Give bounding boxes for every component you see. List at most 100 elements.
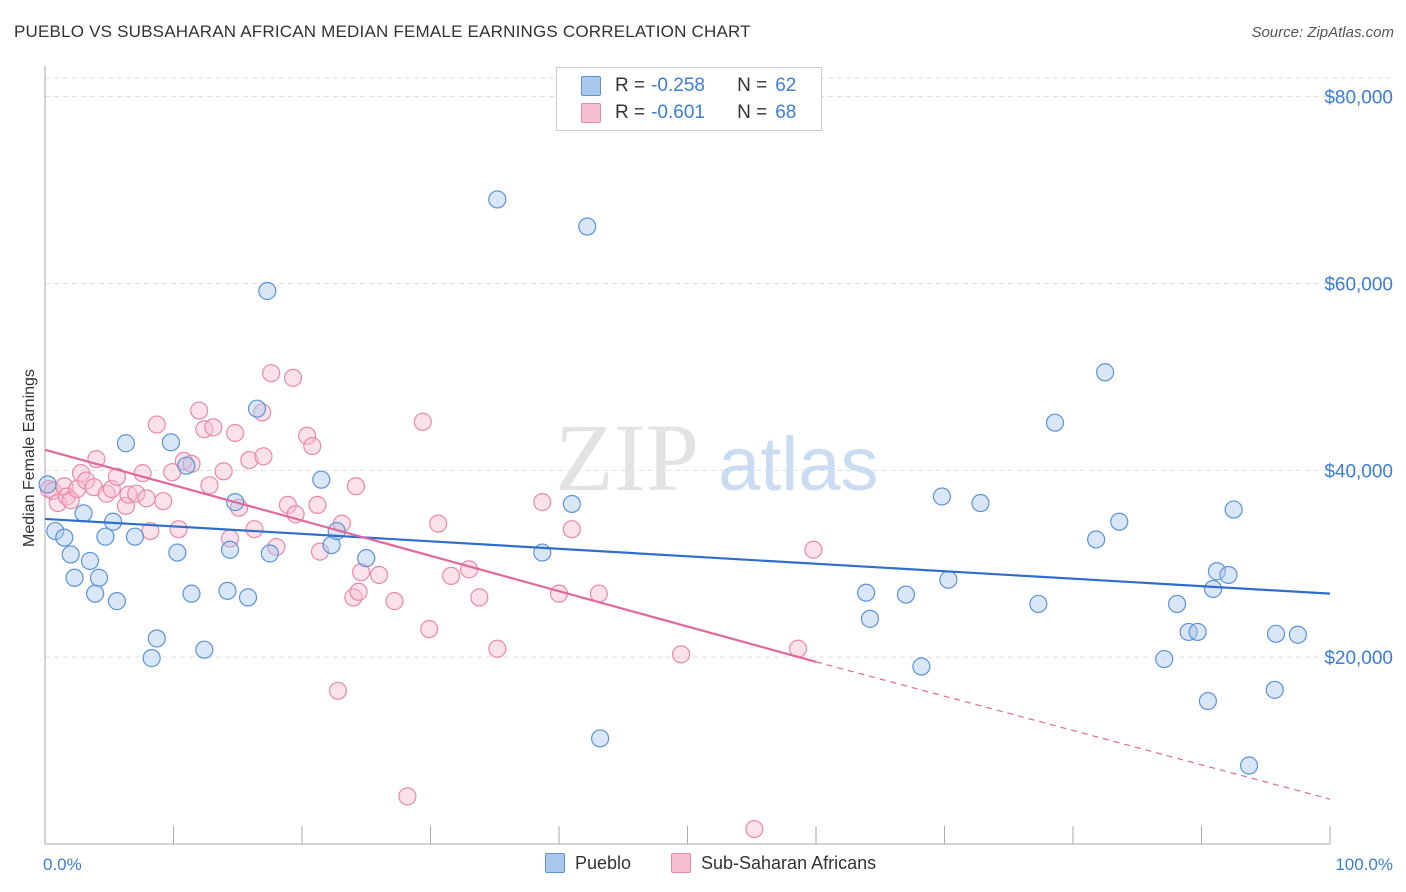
data-point-subsaharan bbox=[195, 420, 214, 439]
chart-title: PUEBLO VS SUBSAHARAN AFRICAN MEDIAN FEMA… bbox=[14, 22, 751, 41]
data-point-pueblo bbox=[1288, 625, 1307, 644]
data-point-pueblo bbox=[1207, 562, 1227, 581]
legend-swatch-pueblo bbox=[581, 76, 601, 96]
trend-line-subsaharan bbox=[44, 448, 817, 663]
y-tick-label: $40,000 bbox=[1324, 461, 1393, 482]
data-point-subsaharan bbox=[204, 418, 223, 437]
data-point-subsaharan bbox=[488, 639, 507, 658]
data-point-pueblo bbox=[857, 583, 876, 602]
trend-lines bbox=[44, 448, 1331, 800]
axis-labels: $20,000 $40,000 $60,000 $80,000 0.0% 100.0% Me… bbox=[21, 88, 1393, 874]
data-point-subsaharan bbox=[267, 537, 286, 557]
data-point-pueblo bbox=[912, 657, 931, 676]
data-point-pueblo bbox=[74, 504, 93, 523]
data-point-pueblo bbox=[182, 584, 201, 603]
data-point-pueblo bbox=[1045, 413, 1065, 432]
trend-line-pueblo bbox=[44, 517, 1331, 595]
axes bbox=[44, 66, 1331, 845]
watermark: ZIP atlas bbox=[555, 404, 879, 511]
y-tick-label: $20,000 bbox=[1324, 648, 1393, 669]
legend-row-pueblo: R = -0.258 N = 62 bbox=[581, 74, 796, 98]
data-point-subsaharan bbox=[533, 493, 552, 512]
data-point-pueblo bbox=[55, 528, 74, 547]
legend-n-label: N = bbox=[737, 75, 768, 96]
bottom-legend-label-subsaharan: Sub-Saharan Africans bbox=[701, 852, 877, 873]
data-point-pueblo bbox=[312, 470, 331, 489]
data-point-subsaharan bbox=[459, 560, 479, 579]
data-point-subsaharan bbox=[245, 520, 264, 539]
data-point-subsaharan bbox=[169, 520, 188, 539]
data-point-subsaharan bbox=[429, 514, 448, 533]
legend-n-value: 68 bbox=[775, 102, 797, 123]
data-point-pueblo bbox=[1239, 756, 1259, 775]
legend-row-subsaharan: R = -0.601 N = 68 bbox=[581, 101, 796, 125]
data-point-pueblo bbox=[357, 549, 376, 568]
data-point-subsaharan bbox=[240, 450, 259, 470]
data-point-pueblo bbox=[1219, 565, 1238, 585]
data-point-subsaharan bbox=[190, 401, 209, 420]
bottom-legend-subsaharan: Sub-Saharan Africans bbox=[671, 850, 876, 876]
data-point-subsaharan bbox=[127, 484, 146, 503]
data-point-subsaharan bbox=[413, 412, 432, 431]
data-point-subsaharan bbox=[119, 485, 138, 504]
data-point-subsaharan bbox=[154, 492, 173, 511]
data-point-subsaharan bbox=[107, 467, 127, 486]
watermark-zip: ZIP bbox=[555, 404, 699, 511]
data-point-pueblo bbox=[86, 584, 105, 603]
legend-r-label: R = bbox=[615, 75, 646, 96]
data-point-pueblo bbox=[1265, 680, 1284, 699]
data-point-pueblo bbox=[80, 551, 100, 571]
data-point-pueblo bbox=[220, 540, 240, 559]
data-point-subsaharan bbox=[745, 819, 764, 839]
bottom-legend-swatch-pueblo bbox=[545, 853, 565, 873]
data-point-pueblo bbox=[1224, 500, 1243, 519]
data-point-pueblo bbox=[939, 570, 958, 589]
data-point-pueblo bbox=[107, 592, 127, 611]
legend-r-label: R = bbox=[615, 102, 646, 123]
data-point-pueblo bbox=[971, 493, 990, 513]
data-point-pueblo bbox=[89, 568, 109, 587]
data-point-pueblo bbox=[125, 527, 145, 546]
data-point-pueblo bbox=[142, 649, 161, 668]
data-point-subsaharan bbox=[283, 368, 303, 387]
data-point-pueblo bbox=[591, 729, 610, 748]
data-point-pueblo bbox=[177, 456, 196, 475]
data-point-subsaharan bbox=[308, 495, 327, 515]
data-point-pueblo bbox=[258, 281, 277, 301]
data-point-pueblo bbox=[65, 568, 84, 587]
data-point-pueblo bbox=[562, 494, 581, 514]
data-point-pueblo bbox=[46, 521, 65, 541]
data-point-subsaharan bbox=[137, 489, 156, 508]
data-point-pueblo bbox=[1029, 594, 1048, 614]
data-point-subsaharan bbox=[441, 566, 461, 586]
sub-saharan-points bbox=[39, 364, 823, 839]
bottom-legend-pueblo: Pueblo bbox=[545, 850, 631, 876]
legend: R = -0.258 N = 62 R = -0.601 N = 68 bbox=[556, 67, 822, 131]
data-point-subsaharan bbox=[420, 620, 439, 639]
data-point-pueblo bbox=[578, 217, 597, 236]
legend-r-value: -0.258 bbox=[651, 75, 705, 96]
data-point-pueblo bbox=[218, 581, 237, 600]
bottom-legend-swatch-subsaharan bbox=[671, 853, 691, 873]
data-point-subsaharan bbox=[328, 681, 348, 700]
data-point-subsaharan bbox=[147, 415, 166, 434]
data-point-pueblo bbox=[61, 545, 80, 564]
data-point-subsaharan bbox=[352, 563, 371, 582]
data-point-subsaharan bbox=[470, 588, 489, 607]
data-point-pueblo bbox=[896, 585, 916, 604]
legend-n-label: N = bbox=[737, 102, 768, 123]
data-point-subsaharan bbox=[214, 462, 233, 481]
data-point-subsaharan bbox=[310, 542, 330, 561]
data-point-pueblo bbox=[195, 640, 214, 659]
chart-source: Source: ZipAtlas.com bbox=[1251, 24, 1394, 41]
legend-n-value: 62 bbox=[775, 75, 797, 96]
data-point-pueblo bbox=[247, 399, 267, 418]
data-point-pueblo bbox=[38, 475, 57, 494]
data-point-pueblo bbox=[161, 433, 181, 452]
data-point-subsaharan bbox=[804, 540, 823, 559]
data-point-subsaharan bbox=[278, 495, 297, 515]
data-point-pueblo bbox=[116, 434, 136, 453]
data-point-pueblo bbox=[1110, 512, 1129, 531]
data-point-subsaharan bbox=[398, 787, 417, 806]
